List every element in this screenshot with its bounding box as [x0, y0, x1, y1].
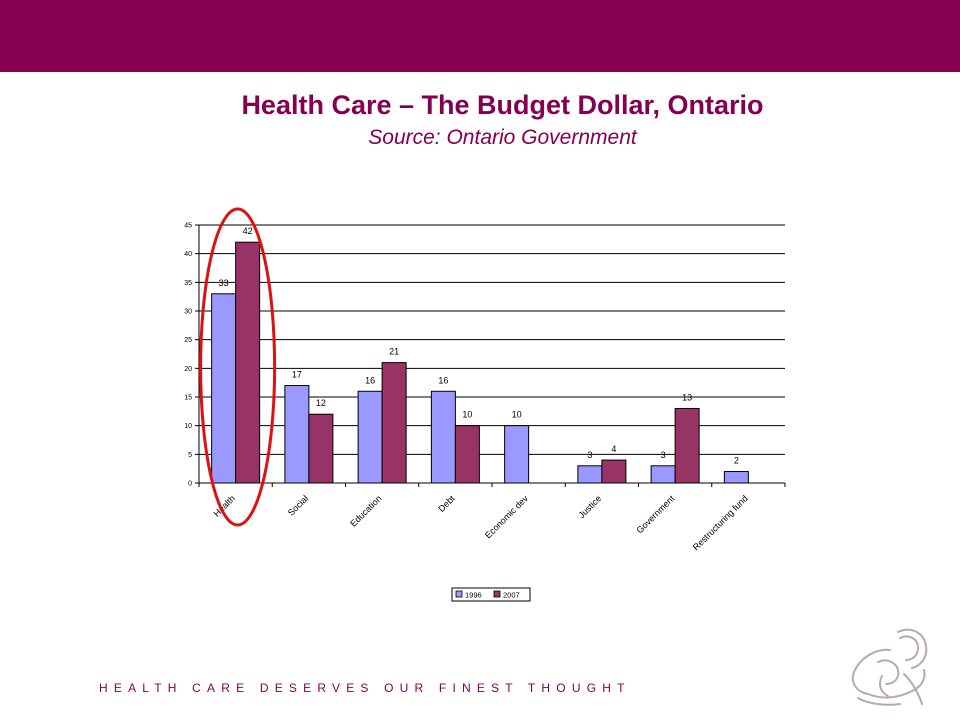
bar: [357, 390, 383, 484]
y-tick-label: 5: [188, 452, 192, 459]
data-label: 12: [316, 398, 326, 408]
bar: [381, 362, 407, 484]
legend-box: [451, 587, 531, 602]
x-tick-label: Social: [286, 493, 310, 517]
bar: [454, 425, 480, 484]
x-tick-label: Government: [634, 493, 676, 535]
footer-tagline: HEALTH CARE DESERVES OUR FINEST THOUGHT: [99, 681, 631, 695]
slide-subtitle: Source: Ontario Government: [368, 126, 637, 149]
data-label: 17: [292, 370, 302, 380]
data-label: 10: [512, 410, 522, 420]
data-label: 42: [243, 226, 253, 236]
mother-child-logo-icon: [851, 628, 928, 706]
y-tick-label: 25: [184, 337, 192, 344]
header-band: [0, 0, 960, 72]
y-tick-label: 20: [184, 366, 192, 373]
bar: [235, 241, 261, 484]
y-tick-label: 10: [184, 423, 192, 430]
bar: [211, 293, 237, 484]
data-label: 16: [365, 375, 375, 385]
x-tick-label: Justice: [576, 493, 603, 520]
bar: [430, 390, 456, 484]
x-tick-label: Debt: [436, 493, 457, 514]
legend-swatch: [455, 590, 463, 598]
bar: [504, 425, 530, 484]
y-tick-label: 30: [184, 309, 192, 316]
bar: [308, 413, 334, 484]
legend-label: 1996: [465, 591, 482, 600]
x-tick-label: Education: [348, 493, 383, 528]
x-tick-label: Economic dev: [483, 493, 530, 540]
data-label: 4: [611, 444, 616, 454]
data-label: 2: [734, 456, 739, 466]
bar: [577, 465, 603, 484]
data-label: 16: [438, 375, 448, 385]
y-tick-label: 15: [184, 395, 192, 402]
bar: [650, 465, 676, 484]
data-label: 21: [389, 347, 399, 357]
bar: [284, 385, 310, 484]
y-tick-label: 45: [184, 223, 192, 230]
data-label: 3: [661, 450, 666, 460]
legend-label: 2007: [503, 591, 520, 600]
slide-title: Health Care – The Budget Dollar, Ontario: [241, 90, 764, 120]
legend-swatch: [493, 590, 501, 598]
data-label: 3: [587, 450, 592, 460]
bar: [723, 471, 749, 484]
data-label: 13: [682, 392, 692, 402]
data-label: 10: [462, 410, 472, 420]
x-tick-label: Restructuring fund: [691, 493, 750, 552]
y-tick-label: 0: [188, 481, 192, 488]
bar: [601, 459, 627, 484]
y-tick-label: 35: [184, 280, 192, 287]
data-label: 33: [219, 278, 229, 288]
bar: [674, 407, 700, 484]
highlight-ellipse: [199, 207, 277, 527]
y-tick-label: 40: [184, 251, 192, 258]
